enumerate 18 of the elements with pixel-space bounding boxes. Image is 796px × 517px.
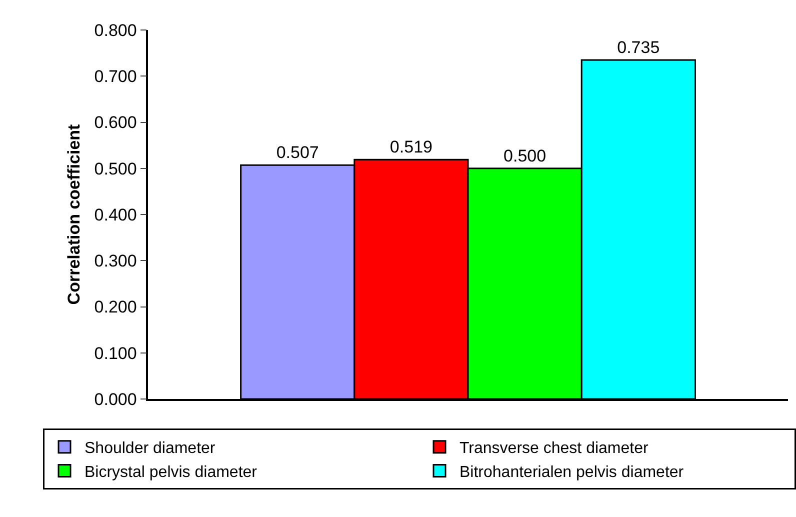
data-label: 0.735 [617, 38, 660, 57]
legend-label: Bicrystal pelvis diameter [84, 464, 258, 481]
data-label: 0.519 [390, 138, 432, 157]
y-tick-label: 0.200 [94, 298, 137, 317]
data-label: 0.500 [504, 146, 546, 166]
y-tick-label: 0.500 [94, 159, 137, 178]
legend-label: Bitrohanterialen pelvis diameter [460, 464, 684, 481]
y-axis-title: Correlation coefficient [64, 124, 84, 305]
y-tick-label: 0.100 [94, 344, 137, 363]
y-tick-label: 0.600 [94, 113, 137, 132]
y-tick-label: 0.000 [94, 390, 137, 409]
y-tick-label: 0.800 [94, 20, 137, 40]
y-tick-label: 0.700 [94, 67, 137, 86]
y-tick-label: 0.300 [94, 252, 137, 271]
data-label: 0.507 [276, 143, 319, 162]
legend-label: Transverse chest diameter [460, 440, 649, 458]
legend-label: Shoulder diameter [84, 440, 216, 458]
y-tick-label: 0.400 [94, 205, 137, 224]
